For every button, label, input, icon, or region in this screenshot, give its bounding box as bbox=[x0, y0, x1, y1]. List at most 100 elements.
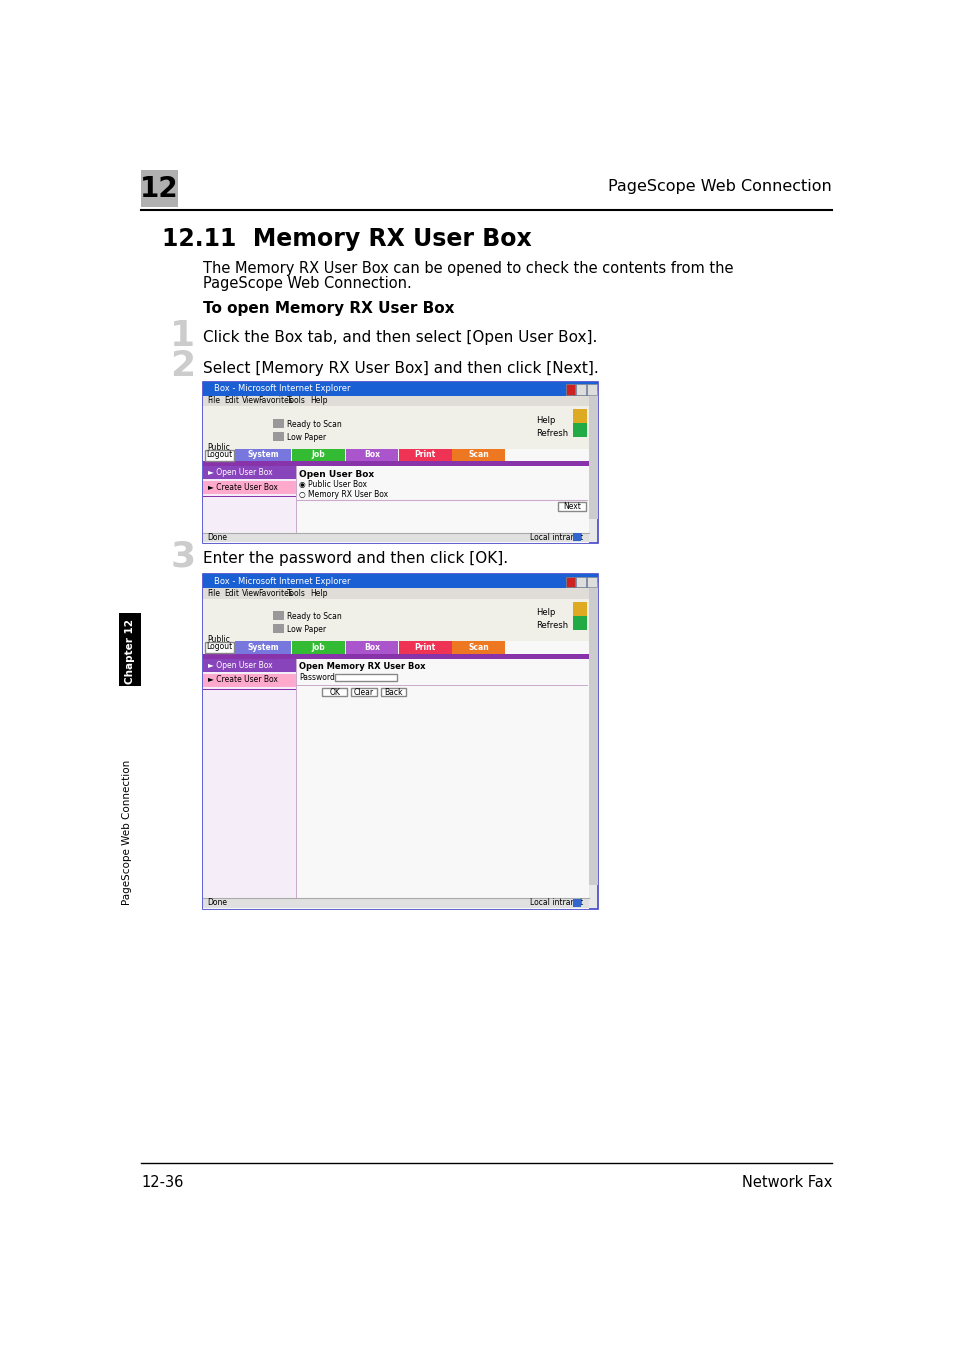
Text: Box: Box bbox=[363, 642, 379, 652]
Bar bbox=[573, 423, 587, 437]
Bar bbox=[203, 407, 588, 449]
Text: File: File bbox=[208, 589, 220, 598]
Bar bbox=[573, 534, 580, 541]
Text: ► Open User Box: ► Open User Box bbox=[208, 661, 272, 669]
Text: Tools: Tools bbox=[286, 589, 305, 598]
FancyBboxPatch shape bbox=[205, 642, 233, 653]
Bar bbox=[203, 658, 295, 672]
Bar bbox=[398, 449, 452, 461]
Text: 12.11  Memory RX User Box: 12.11 Memory RX User Box bbox=[162, 227, 531, 251]
Text: Ready to Scan: Ready to Scan bbox=[286, 612, 341, 621]
Text: ► Create User Box: ► Create User Box bbox=[208, 483, 277, 492]
Bar bbox=[588, 391, 598, 519]
Text: To open Memory RX User Box: To open Memory RX User Box bbox=[203, 301, 454, 316]
Text: Help: Help bbox=[536, 415, 555, 425]
Bar bbox=[203, 466, 295, 480]
Bar bbox=[203, 533, 588, 542]
FancyBboxPatch shape bbox=[380, 688, 406, 696]
Text: Favorites: Favorites bbox=[258, 396, 294, 406]
Text: PageScope Web Connection.: PageScope Web Connection. bbox=[203, 276, 412, 291]
Text: Open User Box: Open User Box bbox=[298, 469, 374, 479]
Text: Print: Print bbox=[415, 450, 436, 460]
Bar bbox=[576, 576, 585, 587]
Text: Clear: Clear bbox=[354, 688, 374, 696]
Text: PageScope Web Connection: PageScope Web Connection bbox=[608, 180, 831, 195]
Text: File: File bbox=[208, 396, 220, 406]
Text: Click the Box tab, and then select [Open User Box].: Click the Box tab, and then select [Open… bbox=[203, 330, 597, 345]
Bar bbox=[141, 170, 178, 207]
Bar bbox=[203, 658, 295, 898]
Text: OK: OK bbox=[329, 688, 340, 696]
Bar bbox=[292, 449, 344, 461]
FancyBboxPatch shape bbox=[205, 450, 233, 461]
Text: 12: 12 bbox=[140, 176, 178, 203]
Bar bbox=[273, 431, 283, 441]
Text: 1: 1 bbox=[171, 319, 195, 353]
Text: Job: Job bbox=[312, 642, 325, 652]
Text: 3: 3 bbox=[171, 539, 195, 573]
Text: Job: Job bbox=[312, 450, 325, 460]
Bar bbox=[203, 653, 588, 658]
Text: Done: Done bbox=[207, 899, 227, 907]
Text: Password:: Password: bbox=[298, 673, 337, 681]
Bar bbox=[235, 641, 291, 653]
Text: Local intranet: Local intranet bbox=[529, 533, 582, 542]
Text: System: System bbox=[248, 642, 279, 652]
Bar bbox=[203, 575, 598, 588]
Bar bbox=[398, 641, 452, 653]
Text: Ready to Scan: Ready to Scan bbox=[286, 419, 341, 429]
Text: Help: Help bbox=[536, 608, 555, 618]
Text: Scan: Scan bbox=[468, 450, 489, 460]
Bar bbox=[235, 449, 291, 461]
Bar bbox=[345, 641, 397, 653]
FancyBboxPatch shape bbox=[557, 502, 585, 511]
Bar bbox=[203, 588, 598, 599]
Text: Tools: Tools bbox=[286, 396, 305, 406]
Bar bbox=[292, 641, 344, 653]
Text: Select [Memory RX User Box] and then click [Next].: Select [Memory RX User Box] and then cli… bbox=[203, 361, 598, 376]
Text: ► Open User Box: ► Open User Box bbox=[208, 468, 272, 477]
Bar bbox=[203, 673, 295, 687]
Text: Done: Done bbox=[207, 533, 227, 542]
Text: Scan: Scan bbox=[468, 642, 489, 652]
Bar bbox=[273, 611, 283, 621]
Bar bbox=[203, 466, 295, 533]
Text: Box: Box bbox=[363, 450, 379, 460]
Bar bbox=[273, 419, 283, 427]
Text: Local intranet: Local intranet bbox=[529, 899, 582, 907]
Text: Logout: Logout bbox=[206, 642, 233, 652]
Text: The Memory RX User Box can be opened to check the contents from the: The Memory RX User Box can be opened to … bbox=[203, 261, 733, 276]
Bar bbox=[452, 449, 505, 461]
Bar bbox=[203, 575, 598, 909]
Bar bbox=[203, 599, 588, 909]
Text: Public: Public bbox=[207, 442, 230, 452]
Bar bbox=[203, 381, 598, 544]
Bar bbox=[345, 449, 397, 461]
Bar bbox=[565, 384, 575, 395]
Text: Next: Next bbox=[562, 502, 580, 511]
Bar bbox=[452, 641, 505, 653]
Bar bbox=[203, 396, 598, 407]
Bar bbox=[573, 615, 587, 630]
Bar bbox=[587, 576, 596, 587]
Bar bbox=[573, 410, 587, 423]
Bar bbox=[203, 481, 295, 493]
FancyBboxPatch shape bbox=[351, 688, 376, 696]
Text: Edit: Edit bbox=[224, 396, 239, 406]
Text: Help: Help bbox=[310, 396, 327, 406]
Text: Enter the password and then click [OK].: Enter the password and then click [OK]. bbox=[203, 552, 508, 566]
Text: ◉ Public User Box: ◉ Public User Box bbox=[298, 480, 367, 488]
Text: Box - Microsoft Internet Explorer: Box - Microsoft Internet Explorer bbox=[213, 576, 350, 585]
Text: Public: Public bbox=[207, 635, 230, 644]
Text: Low Paper: Low Paper bbox=[286, 625, 325, 634]
Text: View: View bbox=[241, 589, 259, 598]
Text: Print: Print bbox=[415, 642, 436, 652]
Bar bbox=[565, 576, 575, 587]
Text: 12-36: 12-36 bbox=[141, 1175, 183, 1190]
Text: Open Memory RX User Box: Open Memory RX User Box bbox=[298, 662, 425, 671]
Text: System: System bbox=[248, 450, 279, 460]
Text: Low Paper: Low Paper bbox=[286, 433, 325, 442]
Text: Refresh: Refresh bbox=[536, 622, 568, 630]
FancyBboxPatch shape bbox=[321, 688, 347, 696]
Text: Refresh: Refresh bbox=[536, 429, 568, 438]
